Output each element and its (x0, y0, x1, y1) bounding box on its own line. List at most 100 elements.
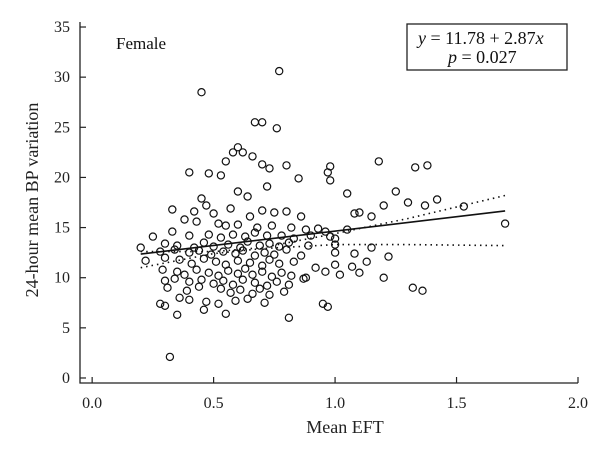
panel-annotation: Female (116, 34, 166, 53)
data-point (289, 234, 298, 243)
data-point (350, 249, 359, 258)
data-point (255, 241, 264, 250)
x-axis-label: Mean EFT (306, 417, 383, 437)
data-point (240, 232, 250, 241)
data-point (248, 289, 257, 298)
data-point (182, 286, 192, 295)
data-point (197, 275, 206, 284)
data-point (189, 207, 199, 216)
y-tick-label: 25 (54, 119, 70, 136)
data-point (311, 263, 320, 272)
data-point (255, 284, 264, 293)
data-point (304, 241, 313, 250)
data-point (221, 157, 230, 166)
data-point (221, 221, 230, 230)
data-point (367, 212, 376, 221)
data-point (272, 277, 281, 286)
data-point (265, 255, 274, 264)
data-point (267, 221, 277, 230)
data-point (226, 288, 235, 297)
data-point (172, 310, 182, 319)
data-point (136, 243, 145, 252)
data-point (192, 217, 201, 226)
data-point (209, 279, 218, 288)
y-tick-label: 5 (62, 320, 70, 337)
data-point (214, 299, 223, 308)
data-point (231, 249, 240, 258)
data-point (206, 250, 216, 259)
data-point (185, 248, 194, 257)
data-point (500, 219, 510, 228)
data-point (260, 298, 269, 307)
data-point (279, 287, 289, 296)
data-point (180, 215, 189, 224)
x-tick-label: 0.5 (204, 395, 224, 412)
data-point (321, 267, 330, 276)
data-point (287, 223, 296, 232)
data-point (223, 266, 233, 275)
data-point (245, 258, 255, 267)
x-tick-label: 0.0 (82, 395, 102, 412)
data-point (367, 243, 376, 252)
data-point (296, 212, 306, 221)
data-point (228, 230, 238, 239)
data-point (226, 204, 235, 213)
data-point (219, 276, 228, 285)
data-point (265, 290, 274, 299)
data-point (209, 242, 218, 251)
data-point (459, 202, 468, 211)
y-tick-label: 20 (54, 169, 70, 186)
x-ticks: 0.0 0.5 1.0 1.5 2.0 (82, 377, 588, 412)
data-point (299, 274, 308, 283)
data-point (202, 297, 211, 306)
equation-line-1: y = 11.78 + 2.87x (416, 28, 544, 48)
data-point (185, 168, 194, 177)
data-point (330, 248, 340, 257)
y-tick-label: 0 (62, 370, 70, 387)
data-point (423, 161, 432, 170)
equation-line-2: p = 0.027 (446, 47, 517, 67)
data-point (253, 223, 262, 232)
data-point (214, 219, 223, 228)
data-point (420, 201, 430, 210)
data-point (204, 169, 213, 178)
data-point (187, 259, 196, 268)
data-point (294, 174, 303, 183)
y-tick-label: 35 (54, 19, 70, 36)
regression-line-group (140, 210, 506, 255)
data-point (282, 245, 291, 254)
data-point (160, 301, 170, 310)
data-point (326, 232, 335, 241)
data-point (343, 189, 352, 198)
p-value-var: p (446, 47, 457, 67)
data-point (374, 157, 383, 166)
data-point (321, 227, 330, 236)
equation-x-var: x (535, 28, 544, 48)
data-point (197, 87, 206, 97)
data-point (272, 124, 281, 133)
x-tick-label: 2.0 (568, 395, 588, 412)
data-point (233, 256, 243, 265)
data-point (258, 118, 267, 127)
data-point (160, 253, 170, 262)
data-point (282, 207, 291, 216)
data-point (233, 143, 243, 152)
data-point (202, 201, 211, 210)
data-point (141, 256, 150, 265)
data-point (323, 168, 332, 177)
data-point (155, 299, 165, 308)
data-point (347, 262, 357, 271)
data-point (350, 209, 359, 218)
data-point (240, 264, 250, 273)
data-point (362, 257, 371, 266)
data-point (168, 227, 177, 236)
equation-body: = 11.78 + 2.87 (426, 28, 536, 48)
data-point (163, 283, 172, 292)
data-point (306, 231, 315, 240)
data-point (175, 293, 184, 302)
data-point (250, 278, 260, 287)
equation-box-frame (406, 23, 568, 71)
data-point (258, 267, 267, 276)
